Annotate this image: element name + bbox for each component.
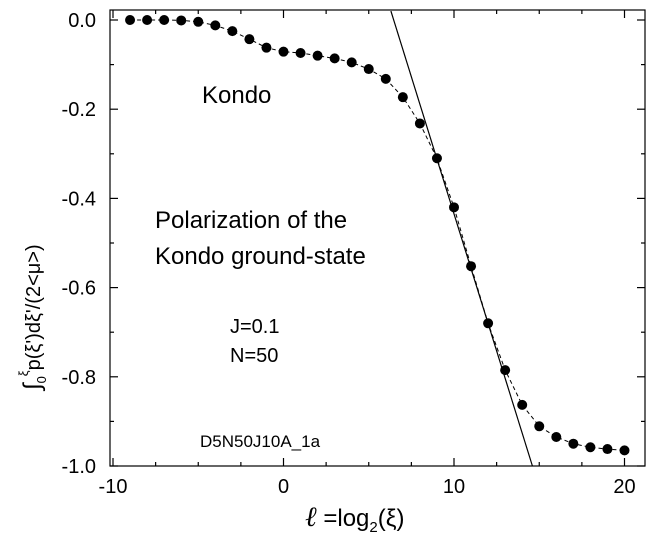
data-point xyxy=(329,53,340,64)
data-point xyxy=(244,34,255,45)
data-point xyxy=(431,153,442,164)
fit-line xyxy=(390,10,534,466)
data-point xyxy=(585,442,596,453)
data-point xyxy=(346,57,357,68)
data-point xyxy=(517,399,528,410)
data-point xyxy=(125,15,136,25)
data-point xyxy=(414,118,425,129)
annotation-polarization-line2: Kondo ground-state xyxy=(155,243,366,270)
data-point xyxy=(602,444,613,455)
data-point xyxy=(193,16,204,27)
y-tick-label: -0.6 xyxy=(62,278,96,300)
fit-line-layer xyxy=(390,10,534,466)
annotation-j-value: J=0.1 xyxy=(230,316,279,338)
y-tick-label: -0.2 xyxy=(62,99,96,121)
data-point xyxy=(176,15,187,26)
y-axis-label: ∫0ξp(ξ')dξ'/(2<μ>) xyxy=(16,244,49,392)
data-point xyxy=(210,20,221,31)
annotation-kondo: Kondo xyxy=(202,82,271,109)
data-point xyxy=(312,50,323,61)
data-point xyxy=(227,26,238,37)
data-point xyxy=(568,438,579,449)
annotation-n-value: N=50 xyxy=(230,345,278,367)
x-tick-label: 10 xyxy=(443,476,465,498)
data-point xyxy=(466,261,477,272)
data-point xyxy=(500,365,511,376)
data-point xyxy=(295,48,306,59)
plot-frame xyxy=(109,9,646,467)
data-point xyxy=(363,64,374,75)
tick-labels: -10 0 10 20 0.0 -0.2 -0.4 -0.6 -0.8 -1.0 xyxy=(62,10,636,498)
data-point xyxy=(619,445,630,456)
data-point xyxy=(278,46,289,57)
annotation-file-id: D5N50J10A_1a xyxy=(200,432,321,451)
y-tick-label: -0.4 xyxy=(62,188,96,210)
annotation-polarization-line1: Polarization of the xyxy=(155,207,347,234)
y-tick-label: -1.0 xyxy=(62,456,96,478)
axes xyxy=(109,9,646,467)
data-point xyxy=(449,202,459,213)
data-point xyxy=(380,73,391,84)
y-tick-label: -0.8 xyxy=(62,367,96,389)
data-point xyxy=(142,15,153,25)
x-tick-label: 20 xyxy=(613,476,635,498)
data-point xyxy=(397,92,408,103)
data-point xyxy=(534,421,545,432)
x-axis-label: ℓ =log2(ξ) xyxy=(305,500,404,533)
data-series xyxy=(125,15,630,456)
x-tick-label: -10 xyxy=(99,476,128,498)
y-tick-label: 0.0 xyxy=(68,10,96,32)
data-point xyxy=(483,318,494,329)
data-point xyxy=(159,15,170,25)
x-tick-label: 0 xyxy=(278,476,289,498)
data-point xyxy=(261,42,272,53)
data-point xyxy=(551,432,562,443)
